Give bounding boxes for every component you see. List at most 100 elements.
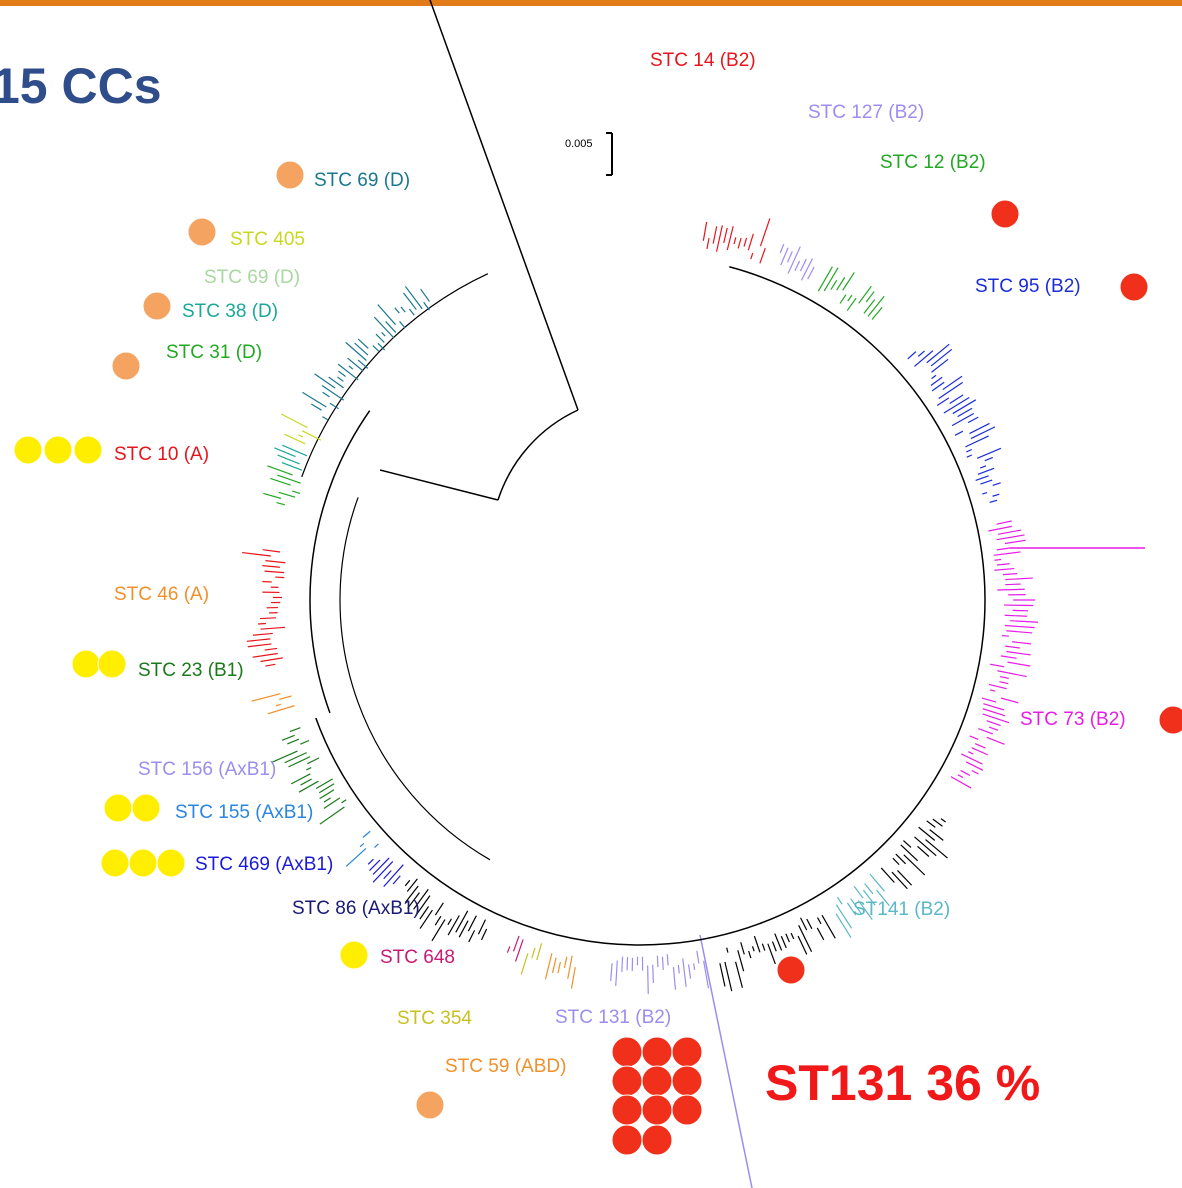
- tip: [347, 357, 364, 372]
- tip: [647, 965, 649, 995]
- tip: [277, 454, 300, 465]
- tip: [531, 947, 536, 959]
- tip: [790, 932, 795, 940]
- tip: [735, 961, 744, 988]
- top-border: [0, 0, 1182, 6]
- tip: [1007, 661, 1031, 667]
- tip: [297, 434, 304, 438]
- tree: [242, 218, 1039, 995]
- tip: [279, 695, 292, 700]
- dot: [641, 1036, 673, 1068]
- clade-label: STC 469 (AxB1): [195, 854, 333, 875]
- dots: [13, 160, 1182, 1156]
- tip: [319, 806, 345, 825]
- tip: [900, 844, 918, 862]
- tip: [853, 885, 864, 899]
- tip: [392, 875, 401, 885]
- tip: [993, 551, 1021, 556]
- tip: [989, 689, 996, 692]
- tip: [468, 930, 476, 943]
- tip: [747, 233, 754, 251]
- tip: [314, 373, 336, 389]
- tip: [242, 551, 271, 557]
- tip: [512, 935, 520, 952]
- tip: [1000, 675, 1009, 679]
- tip: [345, 848, 367, 867]
- dot: [611, 1124, 643, 1156]
- tip: [682, 958, 687, 988]
- tip: [897, 869, 913, 886]
- tip: [830, 280, 838, 290]
- tip: [557, 961, 561, 974]
- root-arc: [497, 409, 579, 501]
- tip: [780, 247, 789, 266]
- tip: [267, 465, 293, 476]
- dot: [156, 848, 186, 878]
- dot: [97, 649, 127, 679]
- tip: [455, 910, 469, 933]
- tip: [800, 258, 813, 281]
- tip: [863, 299, 876, 314]
- tip: [996, 563, 1010, 566]
- tip: [966, 448, 973, 453]
- tip: [247, 643, 272, 648]
- tip: [794, 260, 801, 271]
- tip: [284, 752, 307, 764]
- tip: [807, 266, 815, 280]
- tip: [399, 321, 406, 329]
- tip: [835, 904, 853, 929]
- tip: [458, 920, 469, 938]
- tip: [357, 359, 369, 369]
- tip: [480, 928, 488, 941]
- tip: [926, 820, 936, 828]
- dot: [1119, 272, 1149, 302]
- tip: [996, 547, 1011, 551]
- tip: [940, 818, 946, 823]
- tip: [419, 909, 433, 929]
- dot: [415, 1090, 445, 1120]
- tip: [354, 342, 369, 356]
- tip: [988, 726, 999, 731]
- tip: [302, 391, 327, 408]
- tip: [696, 950, 700, 964]
- dot: [73, 435, 103, 465]
- backbone: [301, 273, 489, 478]
- tip: [262, 565, 280, 568]
- tip: [415, 895, 431, 917]
- tip: [982, 713, 1010, 724]
- tip: [929, 829, 944, 841]
- tip: [842, 272, 855, 291]
- tip: [322, 391, 330, 398]
- dot: [100, 848, 130, 878]
- tip: [971, 747, 989, 756]
- tip: [323, 797, 341, 809]
- tip: [377, 342, 386, 351]
- tip: [1000, 655, 1017, 659]
- tip: [300, 778, 312, 786]
- tip: [252, 652, 278, 658]
- backbone: [309, 410, 371, 714]
- tip: [965, 761, 984, 771]
- tip: [723, 227, 728, 244]
- tip: [672, 967, 677, 990]
- tip: [917, 350, 925, 357]
- tip: [930, 348, 953, 367]
- tip: [864, 883, 874, 895]
- dot: [641, 1065, 673, 1097]
- tip: [836, 277, 846, 291]
- tip: [982, 708, 1006, 717]
- tip: [994, 567, 1015, 571]
- clade-label: STC 405: [230, 229, 305, 250]
- tip: [404, 885, 419, 903]
- tip: [759, 218, 771, 247]
- tip: [1012, 641, 1031, 645]
- tip: [1006, 630, 1033, 634]
- tip: [806, 918, 813, 930]
- tip: [385, 321, 397, 333]
- tip: [967, 416, 979, 424]
- tip: [337, 363, 359, 381]
- tip: [381, 332, 386, 337]
- tip: [867, 295, 885, 317]
- tip: [984, 456, 994, 462]
